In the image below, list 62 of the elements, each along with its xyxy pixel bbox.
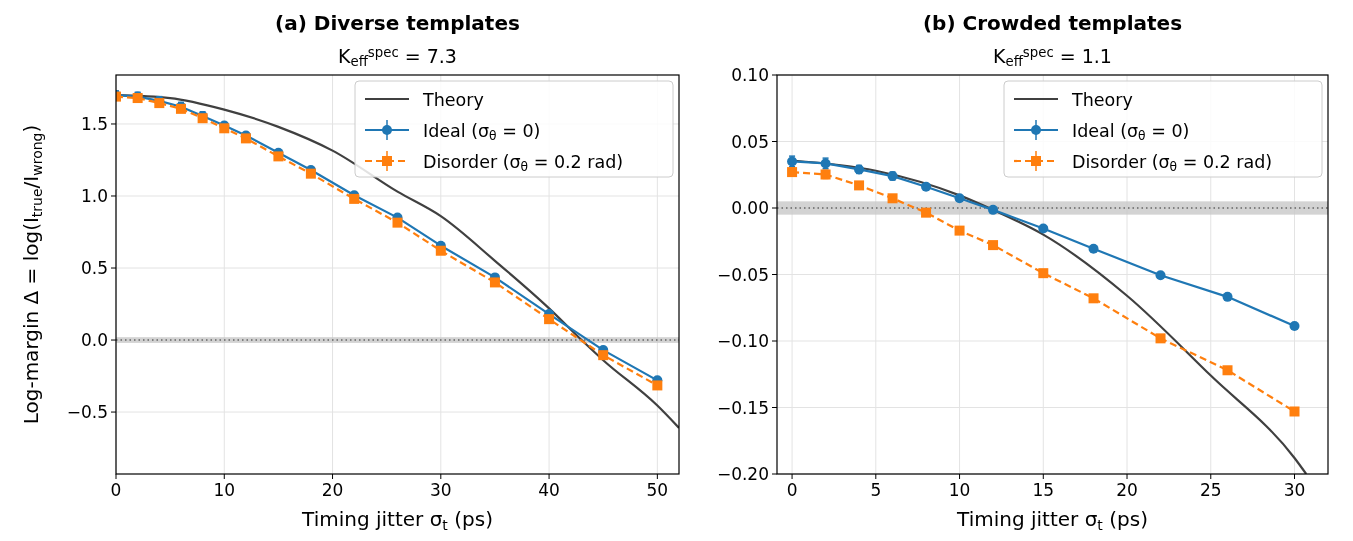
point: [1289, 406, 1300, 417]
y-tick-label: 0.00: [731, 198, 769, 218]
legend-label: Theory: [422, 90, 484, 110]
point: [273, 151, 284, 162]
x-tick-label: 0: [786, 480, 798, 500]
point: [954, 193, 965, 204]
y-tick-label: −0.05: [716, 264, 769, 285]
y-tick-label: −0.15: [716, 397, 769, 418]
x-tick-label: 40: [538, 480, 560, 500]
x-tick-label: 10: [213, 480, 236, 500]
y-tick-label: −0.10: [716, 331, 769, 351]
y-tick-label: 0.0: [80, 330, 108, 351]
x-tick-label: 20: [1116, 480, 1138, 500]
point: [954, 225, 965, 236]
point: [1222, 291, 1233, 302]
point: [887, 193, 898, 204]
legend-label: Theory: [1071, 90, 1133, 110]
y-tick-label: 1.0: [80, 186, 108, 206]
point: [1155, 333, 1166, 344]
point: [1155, 270, 1166, 281]
point: [988, 240, 999, 251]
chart-subtitle: K$_{eff}$$^{spec}$ = 1.1: [993, 45, 1112, 70]
point: [1289, 320, 1300, 331]
y-tick-label: 0.05: [731, 131, 769, 152]
point: [1088, 243, 1099, 254]
point: [1038, 223, 1049, 234]
x-tick-label: 50: [646, 480, 669, 500]
y-tick-label: 0.10: [731, 65, 769, 85]
point: [854, 180, 865, 191]
x-tick-label: 30: [1283, 480, 1306, 500]
x-axis-title: Timing jitter σ$_{t}$ (ps): [301, 507, 493, 533]
legend-label: Ideal (σ$_{θ}$ = 0): [423, 121, 541, 143]
y-tick-label: −0.20: [716, 464, 769, 484]
legend-label: Ideal (σ$_{θ}$ = 0): [1072, 121, 1190, 143]
legend-label: Disorder (σ$_{θ}$ = 0.2 rad): [423, 152, 624, 174]
point: [1222, 365, 1233, 376]
y-tick-label: −0.5: [66, 402, 108, 423]
point: [598, 350, 609, 361]
x-tick-label: 25: [1199, 480, 1222, 500]
point: [489, 277, 500, 288]
point: [1088, 293, 1099, 304]
x-tick-label: 0: [110, 480, 122, 500]
chart-subtitle: K$_{eff}$$^{spec}$ = 7.3: [338, 45, 457, 70]
chart-title: (a) Diverse templates: [275, 11, 520, 35]
x-tick-label: 15: [1032, 480, 1055, 500]
chart-title: (b) Crowded templates: [922, 11, 1183, 35]
point: [921, 181, 932, 192]
point: [1038, 268, 1049, 279]
point: [988, 204, 999, 215]
x-tick-label: 20: [321, 480, 344, 500]
point: [921, 207, 932, 218]
point: [544, 314, 555, 325]
point: [652, 380, 663, 391]
y-tick-label: 0.5: [80, 258, 108, 279]
x-tick-label: 5: [870, 480, 882, 500]
legend-label: Disorder (σ$_{θ}$ = 0.2 rad): [1072, 152, 1273, 174]
point: [392, 217, 403, 228]
x-axis-title: Timing jitter σ$_{t}$ (ps): [956, 507, 1148, 533]
y-tick-label: 1.5: [80, 113, 108, 134]
point: [435, 245, 446, 256]
x-tick-label: 30: [429, 480, 452, 500]
x-tick-label: 10: [948, 480, 971, 500]
